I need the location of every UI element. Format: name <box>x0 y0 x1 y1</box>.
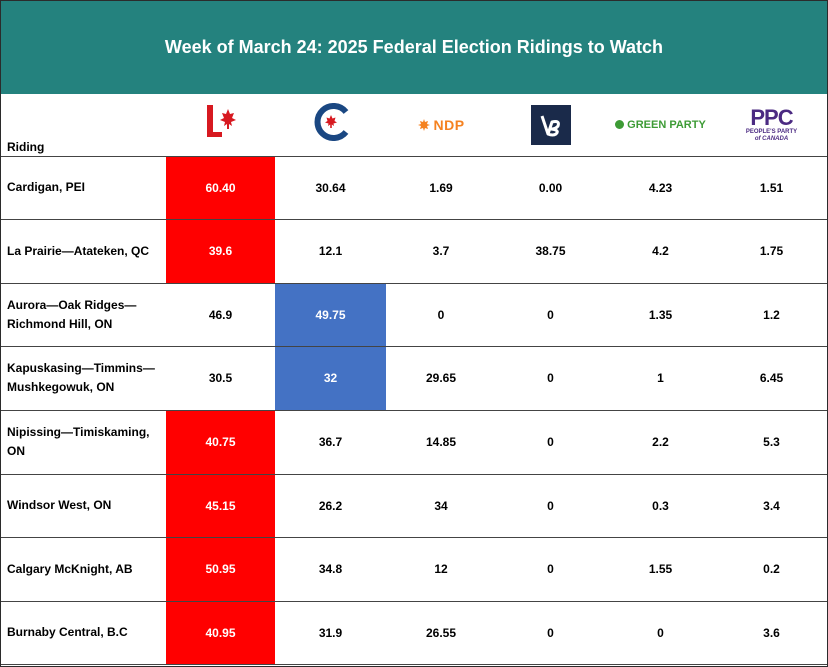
ppc-logo-subtext: PEOPLE'S PARTY <box>745 128 798 135</box>
table-row: Nipissing—Timiskaming, ON 40.75 36.7 14.85 0… <box>1 410 827 475</box>
ppc-value-cell: 5.3 <box>716 410 827 475</box>
bloc-value-cell: 0 <box>496 346 605 411</box>
conservative-logo-icon <box>312 103 350 146</box>
ppc-value-cell: 1.75 <box>716 219 827 284</box>
liberal-value-cell: 40.75 <box>166 410 275 475</box>
ndp-logo-cell: NDP <box>386 94 496 157</box>
conservative-value-cell: 12.1 <box>275 219 386 284</box>
riding-column-header: Riding <box>1 94 166 157</box>
green-value-cell: 0 <box>605 601 716 665</box>
bloc-value-cell: 0 <box>496 283 605 347</box>
bloc-value-cell: 38.75 <box>496 219 605 284</box>
riding-name: Kapuskasing—Timmins—Mushkegowuk, ON <box>1 346 166 411</box>
liberal-logo-cell <box>166 94 275 157</box>
green-value-cell: 0.3 <box>605 474 716 538</box>
ndp-logo-text: NDP <box>433 116 465 133</box>
conservative-value-cell: 31.9 <box>275 601 386 665</box>
ndp-value-cell: 14.85 <box>386 410 496 475</box>
bloc-value-cell: 0 <box>496 474 605 538</box>
ndp-value-cell: 3.7 <box>386 219 496 284</box>
table-row: Calgary McKnight, AB 50.95 34.8 12 0 1.55 0.2 <box>1 537 827 602</box>
bloc-logo-icon <box>530 104 571 145</box>
liberal-value-cell: 60.40 <box>166 156 275 220</box>
ndp-value-cell: 0 <box>386 283 496 347</box>
green-value-cell: 4.2 <box>605 219 716 284</box>
green-value-cell: 1 <box>605 346 716 411</box>
table-row: Burnaby Central, B.C 40.95 31.9 26.55 0 0 3.6 <box>1 601 827 665</box>
conservative-value-cell: 36.7 <box>275 410 386 475</box>
liberal-value-cell: 45.15 <box>166 474 275 538</box>
ndp-value-cell: 29.65 <box>386 346 496 411</box>
riding-name: Windsor West, ON <box>1 474 166 538</box>
green-value-cell: 4.23 <box>605 156 716 220</box>
ndp-value-cell: 26.55 <box>386 601 496 665</box>
ppc-logo-cell: PPC PEOPLE'S PARTY of CANADA <box>716 94 827 157</box>
bloc-value-cell: 0 <box>496 410 605 475</box>
conservative-value-cell: 49.75 <box>275 283 386 347</box>
riding-name: Burnaby Central, B.C <box>1 601 166 665</box>
table-row: Windsor West, ON 45.15 26.2 34 0 0.3 3.4 <box>1 474 827 538</box>
ppc-value-cell: 3.4 <box>716 474 827 538</box>
ridings-table: Riding <box>1 94 827 665</box>
ndp-value-cell: 12 <box>386 537 496 602</box>
liberal-value-cell: 39.6 <box>166 219 275 284</box>
liberal-value-cell: 30.5 <box>166 346 275 411</box>
riding-name: Cardigan, PEI <box>1 156 166 220</box>
bloc-value-cell: 0.00 <box>496 156 605 220</box>
ndp-value-cell: 1.69 <box>386 156 496 220</box>
green-logo-text: GREEN PARTY <box>627 118 706 131</box>
ndp-value-cell: 34 <box>386 474 496 538</box>
conservative-value-cell: 26.2 <box>275 474 386 538</box>
riding-name: Nipissing—Timiskaming, ON <box>1 410 166 475</box>
green-party-logo-icon: GREEN PARTY <box>615 119 706 131</box>
ppc-value-cell: 6.45 <box>716 346 827 411</box>
green-logo-cell: GREEN PARTY <box>605 94 716 157</box>
conservative-value-cell: 32 <box>275 346 386 411</box>
ppc-logo-subtext2: of CANADA <box>754 135 789 142</box>
ppc-logo-text: PPC <box>750 104 793 130</box>
conservative-logo-cell <box>275 94 386 157</box>
ppc-value-cell: 1.2 <box>716 283 827 347</box>
bloc-value-cell: 0 <box>496 601 605 665</box>
table-body: Cardigan, PEI 60.40 30.64 1.69 0.00 4.23 1.51 L… <box>1 156 827 665</box>
riding-name: Aurora—Oak Ridges—Richmond Hill, ON <box>1 283 166 347</box>
green-value-cell: 1.55 <box>605 537 716 602</box>
conservative-value-cell: 34.8 <box>275 537 386 602</box>
green-value-cell: 2.2 <box>605 410 716 475</box>
bloc-logo-cell <box>496 94 605 157</box>
table-row: Kapuskasing—Timmins—Mushkegowuk, ON 30.5 3… <box>1 346 827 411</box>
ppc-value-cell: 3.6 <box>716 601 827 665</box>
bloc-value-cell: 0 <box>496 537 605 602</box>
liberal-value-cell: 40.95 <box>166 601 275 665</box>
conservative-value-cell: 30.64 <box>275 156 386 220</box>
riding-name: La Prairie—Atateken, QC <box>1 219 166 284</box>
ppc-logo-icon: PPC PEOPLE'S PARTY of CANADA <box>745 104 798 143</box>
table-row: Aurora—Oak Ridges—Richmond Hill, ON 46.9 4… <box>1 283 827 347</box>
liberal-logo-icon <box>204 103 238 146</box>
liberal-value-cell: 46.9 <box>166 283 275 347</box>
ppc-value-cell: 0.2 <box>716 537 827 602</box>
liberal-value-cell: 50.95 <box>166 537 275 602</box>
riding-name: Calgary McKnight, AB <box>1 537 166 602</box>
ndp-logo-icon: NDP <box>417 117 464 133</box>
green-value-cell: 1.35 <box>605 283 716 347</box>
table-title: Week of March 24: 2025 Federal Election … <box>1 1 827 94</box>
header-row: Riding <box>1 94 827 157</box>
table-row: La Prairie—Atateken, QC 39.6 12.1 3.7 38.75 4… <box>1 219 827 284</box>
table-row: Cardigan, PEI 60.40 30.64 1.69 0.00 4.23 1.51 <box>1 156 827 220</box>
ppc-value-cell: 1.51 <box>716 156 827 220</box>
